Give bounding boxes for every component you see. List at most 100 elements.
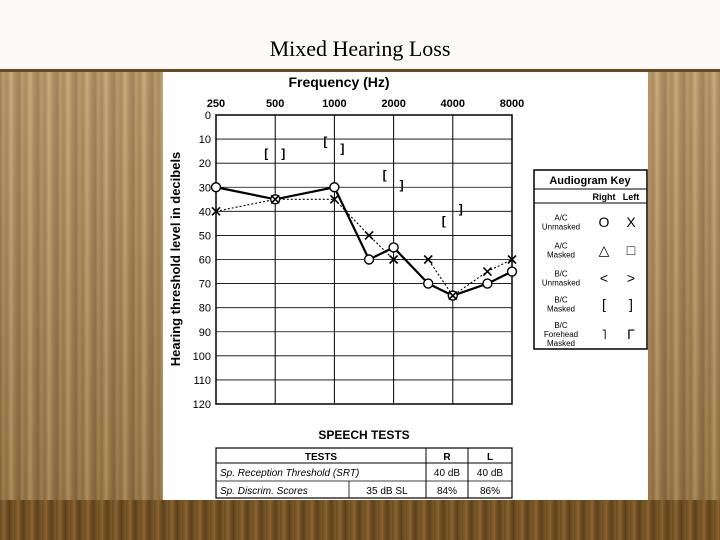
slide-title: Mixed Hearing Loss: [269, 36, 451, 61]
marker-x-stroke: [507, 254, 517, 265]
key-row-label: Masked: [547, 251, 575, 260]
key-symbol-left: ]: [629, 296, 633, 312]
masked-bc-bracket: [: [442, 214, 446, 228]
marker-x-stroke: [270, 194, 280, 204]
speech-row-test: Sp. Discrim. Scores: [220, 486, 308, 497]
key-symbol-right: △: [599, 242, 610, 258]
marker-x: [389, 254, 399, 265]
marker-circle: [329, 182, 340, 193]
speech-row-test: Sp. Reception Threshold (SRT): [220, 468, 359, 479]
marker-x-stroke: [389, 254, 399, 265]
masked-bc-bracket: ]: [281, 147, 285, 161]
marker-x-stroke: [211, 206, 221, 216]
marker-x-stroke: [423, 254, 433, 265]
masked-bc-bracket: [: [383, 168, 387, 182]
speech-row-r: 40 dB: [434, 468, 460, 479]
marker-circle: [210, 182, 222, 193]
speech-tests: SPEECH TESTS TESTS R L Sp. Reception Thr…: [215, 428, 513, 499]
series-lines: [215, 186, 513, 297]
y-tick-label: 50: [199, 230, 211, 242]
wood-footer-band: [0, 500, 720, 540]
key-row-label: A/C: [554, 214, 568, 223]
x-tick-labels: 250 500 1000 2000 4000 8000: [207, 98, 524, 110]
x-tick-label: 2000: [381, 98, 405, 110]
y-tick-label: 40: [199, 206, 211, 218]
speech-row-r: 84%: [437, 486, 457, 497]
x-tick-label: 1000: [322, 98, 346, 110]
masked-bc-bracket: [: [264, 147, 268, 161]
key-symbol-right: [: [602, 296, 606, 312]
key-title: Audiogram Key: [549, 175, 631, 187]
y-tick-labels: 0 10 20 30 40 50 60 70 80 90 100 110 120: [193, 110, 211, 411]
marker-x-stroke: [329, 194, 339, 204]
key-symbol-left: >: [627, 270, 635, 286]
marker-x: [364, 230, 374, 240]
marker-x: [329, 194, 339, 204]
marker-circle: [506, 266, 518, 277]
y-tick-label: 60: [199, 255, 211, 267]
masked-bc-bracket: ]: [459, 202, 463, 216]
key-symbol-right: O: [599, 214, 610, 230]
speech-header-r: R: [443, 452, 451, 463]
key-row-label: Unmasked: [542, 223, 580, 232]
speech-row-extra: 35 dB SL: [366, 486, 408, 497]
masked-bc-markers: [] [] [] []: [264, 134, 463, 227]
key-border: [533, 169, 648, 350]
marker-x-stroke: [364, 230, 374, 240]
x-tick-label: 8000: [500, 98, 524, 110]
key-row-label: B/C: [554, 270, 568, 279]
marker-x: [482, 266, 492, 277]
marker-circle: [482, 278, 493, 289]
key-symbol-right: <: [600, 270, 608, 286]
y-tick-label: 20: [199, 158, 211, 170]
key-row-label: Forehead: [544, 330, 578, 339]
speech-tests-title: SPEECH TESTS: [318, 428, 409, 442]
audiogram-chart: Frequency (Hz) Hearing threshold level i…: [168, 74, 648, 499]
speech-row-l: 86%: [480, 486, 500, 497]
key-row-label: Masked: [547, 339, 575, 348]
marker-x: [507, 254, 517, 265]
marker-x: [211, 206, 221, 216]
key-row-label: Masked: [547, 305, 575, 314]
slide-header: [0, 0, 720, 72]
marker-circle: [363, 254, 375, 265]
y-tick-label: 110: [193, 375, 211, 387]
key-symbol-left: X: [626, 214, 636, 230]
x-axis-title: Frequency (Hz): [288, 74, 389, 90]
key-row-label: Unmasked: [542, 279, 580, 288]
key-symbol-right: ˥: [601, 326, 606, 342]
x-tick-label: 250: [207, 98, 225, 110]
marker-x: [270, 194, 280, 204]
marker-circle: [423, 278, 434, 289]
y-tick-label: 90: [199, 327, 211, 339]
speech-table-border: [215, 447, 513, 499]
x-tick-label: 4000: [441, 98, 465, 110]
masked-bc-bracket: [: [323, 134, 327, 148]
marker-x: [423, 254, 433, 265]
y-tick-label: 70: [199, 279, 211, 291]
y-tick-label: 10: [199, 134, 211, 146]
masked-bc-bracket: ]: [400, 178, 404, 192]
y-tick-label: 30: [199, 182, 211, 194]
y-tick-label: 120: [193, 399, 211, 411]
speech-row-l: 40 dB: [477, 468, 503, 479]
y-tick-label: 80: [199, 303, 211, 315]
x-tick-label: 500: [266, 98, 284, 110]
series-line-1: [215, 186, 513, 297]
key-col-left: Left: [623, 192, 640, 202]
key-col-right: Right: [593, 192, 616, 202]
key-symbol-left: Γ: [627, 326, 635, 342]
key-row-label: A/C: [554, 242, 568, 251]
marker-x-stroke: [482, 266, 492, 277]
masked-bc-bracket: ]: [340, 142, 344, 156]
key-row-label: B/C: [554, 296, 568, 305]
key-row-label: B/C: [554, 321, 568, 330]
marker-x-stroke: [448, 291, 458, 301]
marker-circle: [388, 242, 399, 253]
series-markers: [210, 182, 518, 301]
speech-header-tests: TESTS: [305, 452, 338, 463]
y-axis-title: Hearing threshold level in decibels: [168, 152, 183, 367]
y-tick-label: 100: [193, 351, 211, 363]
